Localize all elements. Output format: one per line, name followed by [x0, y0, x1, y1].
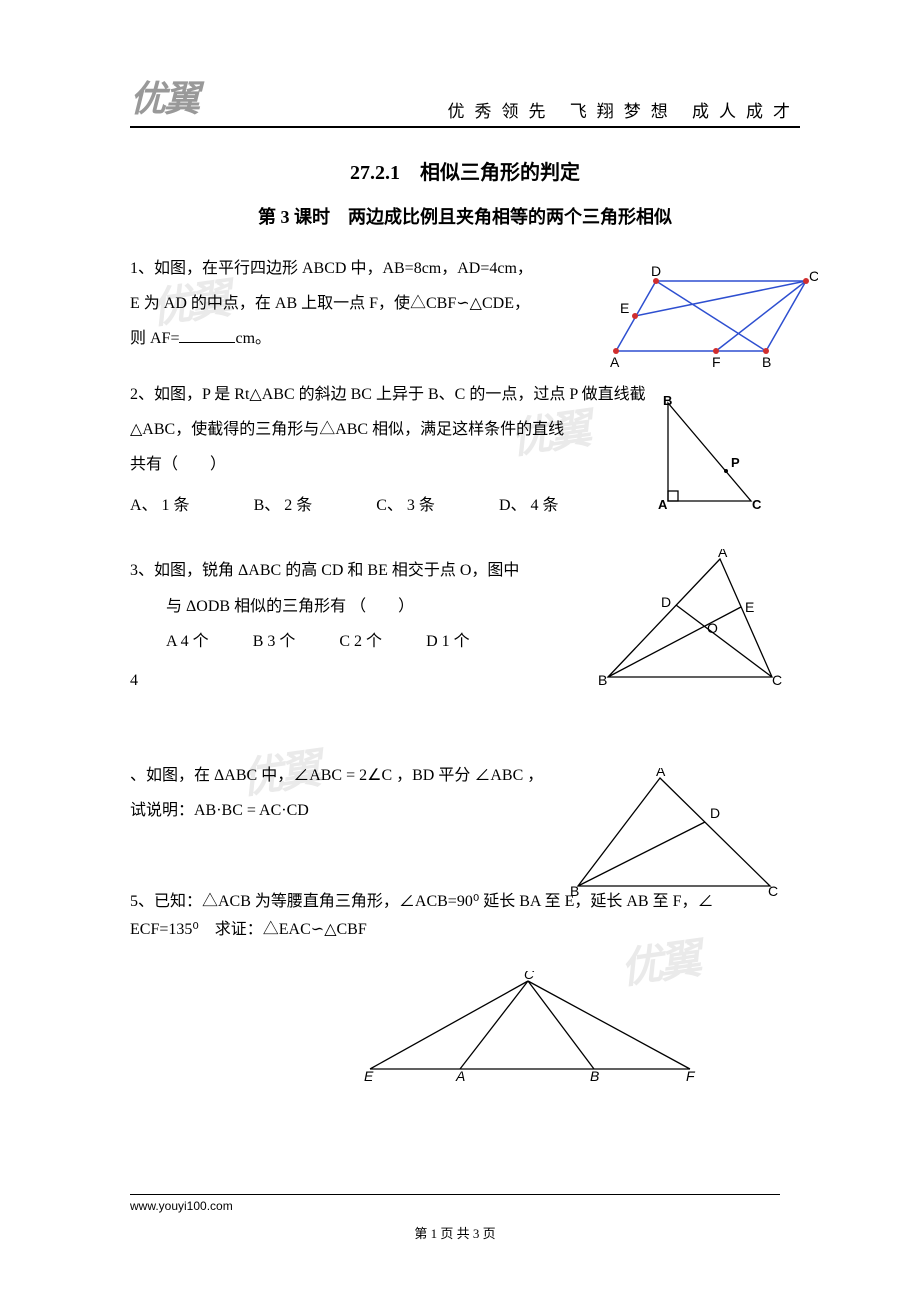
q3-option-a: A 4 个 — [166, 633, 209, 650]
q2-option-c: C、 3 条 — [376, 497, 435, 514]
q4-line2: 试说明：AB·BC = AC·CD — [130, 793, 550, 828]
q3-line1: 3、如图，锐角 ΔABC 的高 CD 和 BE 相交于点 O，图中 — [130, 553, 590, 588]
section-title: 27.2.1 相似三角形的判定 — [130, 156, 800, 185]
page-header: 优翼 优秀领先 飞翔梦想 成人成才 — [130, 70, 800, 128]
page-footer: www.youyi100.com 第 1 页 共 3 页 — [130, 1194, 780, 1242]
blank-input[interactable] — [179, 329, 235, 343]
q1-line2: E 为 AD 的中点，在 AB 上取一点 F，使△CBF∽△CDE， — [130, 286, 550, 321]
q2-line2: △ABC，使截得的三角形与△ABC 相似，满足这样条件的直线 — [130, 412, 670, 447]
figure-4-triangle-bisector: A B C D — [570, 768, 780, 898]
svg-text:E: E — [745, 599, 754, 615]
figure-3-triangle-altitudes: A B C D E O — [594, 549, 784, 689]
question-5: 5、已知：△ACB 为等腰直角三角形，∠ACB=90⁰ 延长 BA 至 E，延长… — [130, 888, 800, 1094]
q4-line1: 、如图，在 ΔABC 中，∠ABC = 2∠C ，BD 平分 ∠ABC ， — [130, 758, 550, 793]
svg-text:D: D — [710, 805, 720, 821]
svg-text:B: B — [598, 672, 607, 688]
figure-5-isoceles-extended: E A C B F — [360, 971, 700, 1081]
page-number: 第 1 页 共 3 页 — [130, 1223, 780, 1242]
svg-text:A: A — [610, 354, 620, 370]
svg-text:E: E — [620, 300, 629, 316]
svg-text:A: A — [658, 497, 668, 512]
question-4: 、如图，在 ΔABC 中，∠ABC = 2∠C ，BD 平分 ∠ABC ， 试说… — [130, 758, 800, 828]
q3-option-c: C 2 个 — [339, 633, 382, 650]
q5-line2: ECF=135⁰ 求证：△EAC∽△CBF — [130, 916, 750, 943]
footer-url: www.youyi100.com — [130, 1199, 780, 1213]
q1-af-prefix: 则 AF= — [130, 330, 179, 347]
q2-options: A、 1 条 B、 2 条 C、 3 条 D、 4 条 — [130, 488, 670, 523]
svg-text:C: C — [524, 971, 535, 982]
svg-text:D: D — [651, 263, 661, 279]
svg-text:D: D — [661, 594, 671, 610]
svg-text:P: P — [731, 455, 740, 470]
svg-text:B: B — [762, 354, 771, 370]
svg-text:E: E — [364, 1068, 374, 1081]
slogan: 优秀领先 飞翔梦想 成人成才 — [448, 97, 801, 122]
q2-line3: 共有（ ） — [130, 447, 670, 482]
question-3: 3、如图，锐角 ΔABC 的高 CD 和 BE 相交于点 O，图中 与 ΔODB… — [130, 553, 800, 698]
q1-line3: 则 AF= cm。 — [130, 321, 550, 356]
q3-options: A 4 个 B 3 个 C 2 个 D 1 个 — [130, 624, 590, 659]
svg-text:F: F — [712, 354, 721, 370]
svg-text:A: A — [656, 768, 666, 779]
q3-line2: 与 ΔODB 相似的三角形有 （ ） — [130, 589, 590, 624]
q5-line1: 5、已知：△ACB 为等腰直角三角形，∠ACB=90⁰ 延长 BA 至 E，延长… — [130, 888, 750, 915]
q3-option-d: D 1 个 — [426, 633, 470, 650]
figure-2-right-triangle: A B C P — [656, 395, 766, 515]
svg-text:C: C — [809, 268, 818, 284]
svg-text:F: F — [686, 1068, 696, 1081]
question-1: 1、如图，在平行四边形 ABCD 中，AB=8cm，AD=4cm， E 为 AD… — [130, 251, 800, 357]
question-2: 2、如图，P 是 Rt△ABC 的斜边 BC 上异于 B、C 的一点，过点 P … — [130, 377, 800, 524]
q3-option-b: B 3 个 — [253, 633, 296, 650]
figure-1-parallelogram: D C E A F B — [588, 263, 818, 373]
q2-option-b: B、 2 条 — [254, 497, 313, 514]
q1-unit: cm。 — [235, 330, 271, 347]
lesson-title: 第 3 课时 两边成比例且夹角相等的两个三角形相似 — [130, 203, 800, 229]
svg-text:O: O — [707, 620, 718, 636]
q2-option-a: A、 1 条 — [130, 497, 190, 514]
svg-text:A: A — [718, 549, 728, 560]
logo: 优翼 — [130, 70, 198, 122]
q1-line1: 1、如图，在平行四边形 ABCD 中，AB=8cm，AD=4cm， — [130, 251, 550, 286]
svg-text:B: B — [590, 1068, 599, 1081]
q2-option-d: D、 4 条 — [499, 497, 559, 514]
q2-line1: 2、如图，P 是 Rt△ABC 的斜边 BC 上异于 B、C 的一点，过点 P … — [130, 377, 670, 412]
svg-text:C: C — [752, 497, 762, 512]
svg-text:C: C — [772, 672, 782, 688]
svg-text:A: A — [455, 1068, 465, 1081]
svg-text:B: B — [663, 395, 672, 408]
